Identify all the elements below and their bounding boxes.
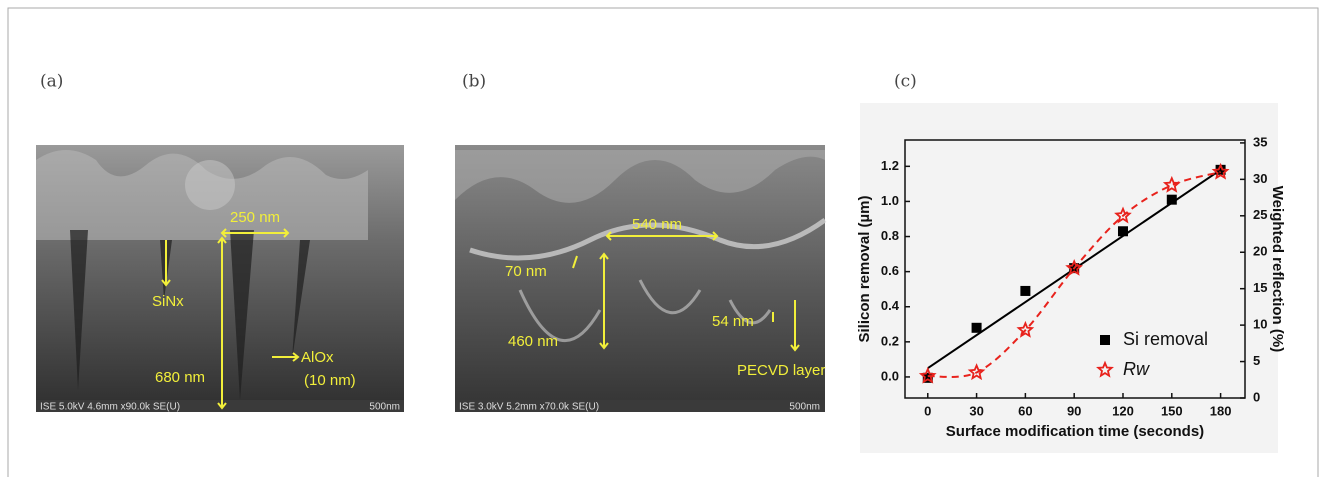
panel-label: (a) [40,72,63,92]
data-point [1118,226,1128,236]
y2-tick-label: 20 [1253,244,1267,259]
panel-label: (c) [894,72,917,92]
y2-tick-label: 35 [1253,134,1267,149]
x-tick-label: 60 [1018,403,1032,418]
legend-label: Si removal [1123,329,1208,349]
annotation: SiNx [152,293,184,310]
y2-axis-label: Weighted reflection (%) [1269,186,1286,352]
x-axis-label: Surface modification time (seconds) [946,423,1204,440]
annotation: 70 nm [505,263,547,280]
y2-tick-label: 30 [1253,171,1267,186]
legend-marker [1100,335,1110,345]
y-tick-label: 0.8 [881,228,899,243]
x-tick-label: 0 [924,403,931,418]
panel-label: (b) [462,72,486,92]
y2-tick-label: 0 [1253,389,1260,404]
info-bar: ISE 3.0kV 5.2mm x70.0k SE(U) [459,402,599,413]
y2-tick-label: 10 [1253,317,1267,332]
y-tick-label: 0.6 [881,263,899,278]
annotation: 54 nm [712,313,754,330]
y2-tick-label: 5 [1253,353,1260,368]
scale-label: 500nm [369,402,400,413]
y-tick-label: 0.0 [881,368,899,383]
x-tick-label: 30 [969,403,983,418]
annotation: AlOx [301,349,334,366]
y-tick-label: 1.0 [881,193,899,208]
legend-label: Rw [1123,359,1150,379]
annotation: 250 nm [230,209,280,226]
sem-image: ISE 3.0kV 5.2mm x70.0k SE(U) 500nm 540 n… [455,145,825,413]
info-bar: ISE 5.0kV 4.6mm x90.0k SE(U) [40,402,180,413]
annotation: (10 nm) [304,372,356,389]
data-point [1020,286,1030,296]
annotation: 460 nm [508,333,558,350]
scale-label: 500nm [789,402,820,413]
x-tick-label: 150 [1161,403,1183,418]
y2-tick-label: 25 [1253,207,1267,222]
x-tick-label: 180 [1210,403,1232,418]
x-tick-label: 120 [1112,403,1134,418]
y-tick-label: 0.4 [881,298,900,313]
chart-background [860,103,1278,453]
y-tick-label: 1.2 [881,158,899,173]
annotation: 540 nm [632,216,682,233]
data-point [1167,195,1177,205]
y-tick-label: 0.2 [881,333,899,348]
x-tick-label: 90 [1067,403,1081,418]
y-axis-label: Silicon removal (µm) [856,195,873,342]
annotation: 680 nm [155,369,205,386]
annotation: PECVD layer [737,362,825,379]
data-point [972,323,982,333]
figure: (a) (b) (c) ISE 5.0kV 4.6mm x90.0k SE(U)… [0,0,1328,477]
y2-tick-label: 15 [1253,280,1267,295]
sem-image: ISE 5.0kV 4.6mm x90.0k SE(U) 500nm 250 n… [36,145,404,413]
